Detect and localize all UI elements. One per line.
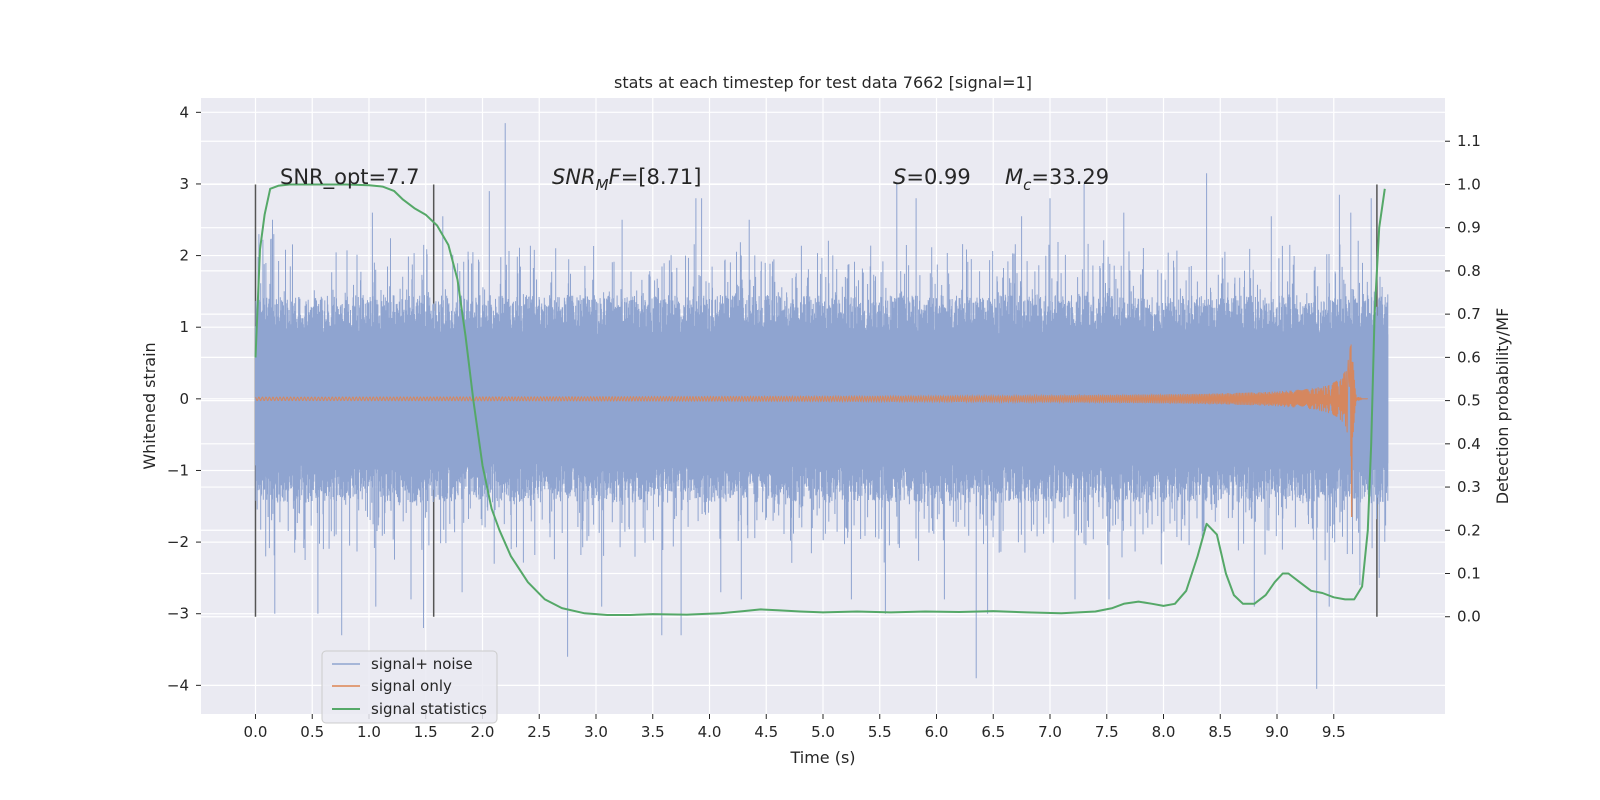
annotation-snr-mf: SNRMF=[8.71] <box>552 165 701 194</box>
y-tick-label: −1 <box>167 461 189 479</box>
y2-tick-label: 0.9 <box>1457 219 1481 237</box>
y-axis-title: Whitened strain <box>140 342 159 469</box>
y2-tick-label: 0.3 <box>1457 478 1481 496</box>
x-tick-label: 0.5 <box>300 723 324 741</box>
chart-title: stats at each timestep for test data 766… <box>614 73 1032 92</box>
annotation-snr-mf-value: [8.71] <box>638 165 701 189</box>
x-tick-label: 9.0 <box>1265 723 1289 741</box>
annotation-mc-value: =33.29 <box>1031 165 1109 189</box>
x-tick-label: 5.5 <box>868 723 892 741</box>
y2-tick-label: 0.1 <box>1457 565 1481 583</box>
y2-tick-label: 0.8 <box>1457 262 1481 280</box>
y2-axis-title: Detection probability/MF <box>1493 308 1512 505</box>
y2-tick-label: 0.5 <box>1457 392 1481 410</box>
x-tick-label: 2.5 <box>527 723 551 741</box>
signal-statistics-line <box>254 183 1386 616</box>
y-tick-label: 0 <box>179 390 189 408</box>
x-tick-label: 0.0 <box>244 723 268 741</box>
x-tick-label: 1.0 <box>357 723 381 741</box>
signal-only-trace <box>255 344 1368 517</box>
y2-tick-label: 0.7 <box>1457 305 1481 323</box>
y-tick-label: −3 <box>167 605 189 623</box>
x-tick-label: 2.0 <box>471 723 495 741</box>
y-tick-label: 3 <box>179 175 189 193</box>
x-tick-label: 1.5 <box>414 723 438 741</box>
y-tick-label: 2 <box>179 247 189 265</box>
x-tick-label: 7.0 <box>1038 723 1062 741</box>
y2-tick-label: 0.4 <box>1457 435 1481 453</box>
legend: signal+ noise signal only signal statist… <box>321 650 498 724</box>
y2-tick-label: 0.0 <box>1457 608 1481 626</box>
annotation-mc: Mc=33.29 <box>1005 165 1109 194</box>
y-tick-label: −4 <box>167 676 189 694</box>
legend-label-signal-statistics: signal statistics <box>371 700 487 718</box>
y-tick-label: 4 <box>179 103 189 121</box>
y2-tick-label: 0.2 <box>1457 521 1481 539</box>
annotation-s-stat: S=0.99 <box>893 165 971 189</box>
x-tick-label: 5.0 <box>811 723 835 741</box>
axis-ticks: 0.0 0.5 1.0 1.5 2.0 2.5 3.0 3.5 4.0 4.5 5.0 5.5 6.0 6… <box>167 103 1481 741</box>
x-tick-label: 7.5 <box>1095 723 1119 741</box>
x-tick-label: 4.0 <box>698 723 722 741</box>
y-tick-label: 1 <box>179 318 189 336</box>
x-tick-label: 3.0 <box>584 723 608 741</box>
series-signal-only <box>255 344 1368 517</box>
x-tick-label: 6.0 <box>925 723 949 741</box>
y2-tick-label: 0.6 <box>1457 348 1481 366</box>
x-tick-label: 3.5 <box>641 723 665 741</box>
series-signal-statistics <box>254 183 1386 616</box>
annotation-snr-opt: SNR_opt=7.7 <box>280 165 420 190</box>
y-tick-label: −2 <box>167 533 189 551</box>
y2-tick-label: 1.1 <box>1457 132 1481 150</box>
x-axis-title: Time (s) <box>789 748 855 767</box>
legend-box <box>321 650 498 724</box>
x-tick-label: 6.5 <box>981 723 1005 741</box>
legend-label-signal-only: signal only <box>371 677 452 695</box>
annotation-s-stat-value: =0.99 <box>906 165 970 189</box>
x-tick-label: 8.5 <box>1208 723 1232 741</box>
x-tick-label: 8.0 <box>1152 723 1176 741</box>
x-tick-label: 9.5 <box>1322 723 1346 741</box>
legend-label-signal-noise: signal+ noise <box>371 655 473 673</box>
y2-tick-label: 1.0 <box>1457 175 1481 193</box>
x-tick-label: 4.5 <box>754 723 778 741</box>
